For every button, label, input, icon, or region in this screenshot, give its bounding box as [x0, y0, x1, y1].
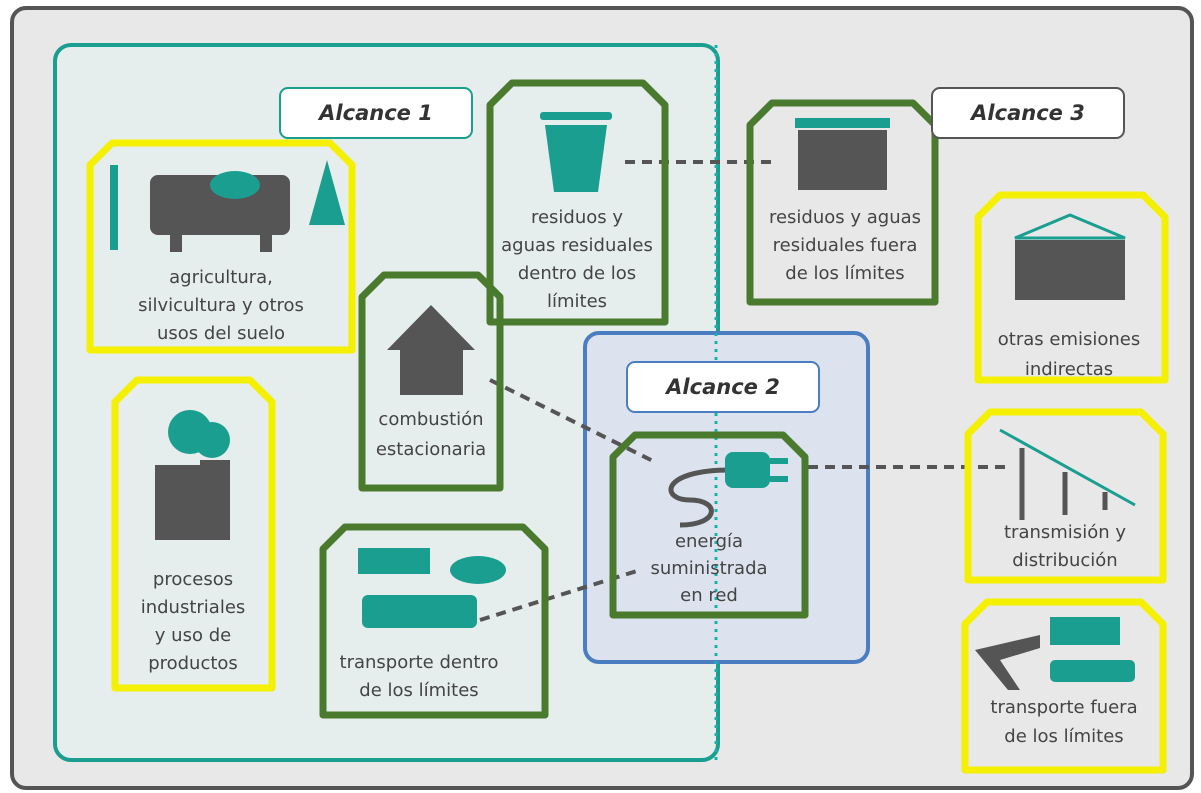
node-box [746, 99, 939, 306]
node-box [974, 191, 1169, 384]
node-label: suministrada [650, 558, 767, 579]
node-label: silvicultura y otros [138, 295, 304, 316]
node-box [609, 431, 809, 619]
scope-tag [626, 361, 820, 413]
icon [798, 130, 887, 190]
node-label: residuos y [531, 207, 623, 228]
icon [200, 460, 230, 480]
node-label: de los límites [359, 680, 478, 701]
node-label: residuos y aguas [769, 207, 921, 228]
node-label: productos [148, 653, 238, 674]
node-box [358, 271, 504, 492]
node-label: y uso de [155, 625, 231, 646]
scope-tag [931, 87, 1125, 139]
node-label: industriales [141, 597, 246, 618]
icon [1015, 240, 1125, 300]
node-box [319, 523, 549, 719]
icon [545, 125, 607, 192]
icon [540, 112, 612, 120]
icon [450, 556, 506, 584]
scope-tag [279, 87, 473, 139]
icon [975, 635, 1040, 690]
node-label: usos del suelo [157, 323, 285, 344]
node-box [486, 79, 669, 326]
node-box [86, 139, 356, 354]
node-box [964, 408, 1167, 584]
scope-label: Alcance 3 [969, 101, 1085, 125]
icon [999, 428, 1136, 507]
icon [1050, 617, 1120, 645]
icon [210, 171, 260, 199]
icon [194, 422, 230, 458]
node-label: de los límites [785, 263, 904, 284]
icon [1050, 660, 1135, 682]
icon [668, 467, 731, 528]
icon [1014, 213, 1126, 240]
node-label: procesos [153, 569, 233, 590]
scope2-region [583, 331, 870, 664]
node-box [961, 598, 1167, 774]
node-label: en red [680, 585, 738, 606]
icon [362, 595, 477, 628]
node-label: transporte dentro [340, 652, 499, 673]
node-label: indirectas [1025, 359, 1113, 380]
node-label: combustión [378, 409, 483, 430]
icon [170, 230, 182, 252]
node-label: límites [547, 291, 607, 312]
node-label: dentro de los [518, 263, 636, 284]
node-label: transporte fuera [990, 697, 1137, 718]
icon [795, 118, 890, 128]
node-label: de los límites [1004, 726, 1123, 747]
scope-label: Alcance 1 [317, 101, 433, 125]
icon [110, 165, 118, 250]
icon [725, 452, 770, 488]
node-label: agricultura, [169, 267, 273, 288]
icon [770, 476, 788, 482]
node-label: estacionaria [376, 439, 486, 460]
node-box [111, 376, 276, 692]
icon [309, 160, 345, 225]
icon [260, 230, 272, 252]
scope-label: Alcance 2 [664, 375, 780, 399]
node-label: residuales fuera [773, 235, 918, 256]
node-label: distribución [1012, 550, 1117, 571]
node-label: energía [675, 531, 743, 552]
node-label: aguas residuales [501, 235, 653, 256]
node-label: transmisión y [1004, 522, 1126, 543]
node-label: otras emisiones [998, 329, 1140, 350]
icon [770, 458, 788, 464]
icon [387, 305, 475, 395]
icon [358, 548, 430, 574]
